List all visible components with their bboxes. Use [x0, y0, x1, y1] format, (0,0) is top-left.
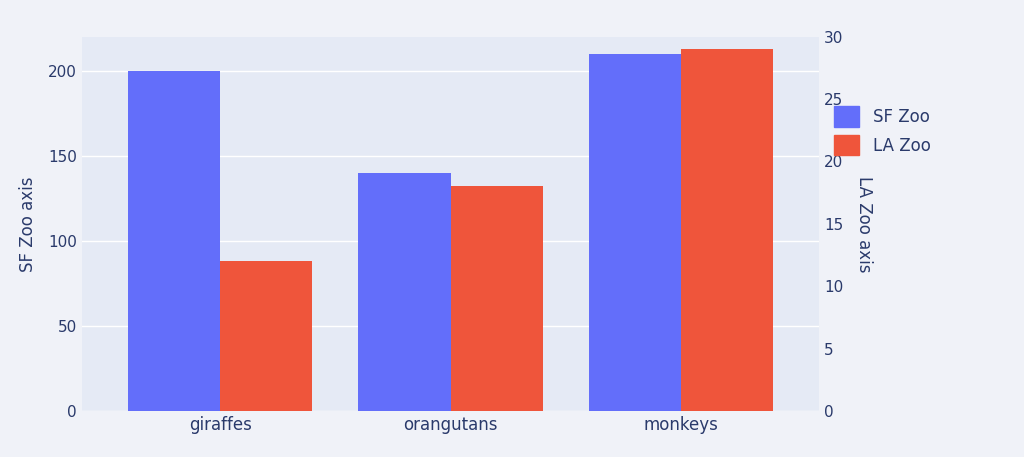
Y-axis label: SF Zoo axis: SF Zoo axis: [19, 176, 37, 271]
Bar: [681, 49, 773, 411]
Y-axis label: LA Zoo axis: LA Zoo axis: [855, 175, 872, 272]
Bar: [128, 71, 220, 411]
Bar: [358, 173, 451, 411]
Bar: [451, 186, 543, 411]
Legend: SF Zoo, LA Zoo: SF Zoo, LA Zoo: [827, 100, 937, 162]
Bar: [220, 261, 312, 411]
Bar: [589, 53, 681, 411]
